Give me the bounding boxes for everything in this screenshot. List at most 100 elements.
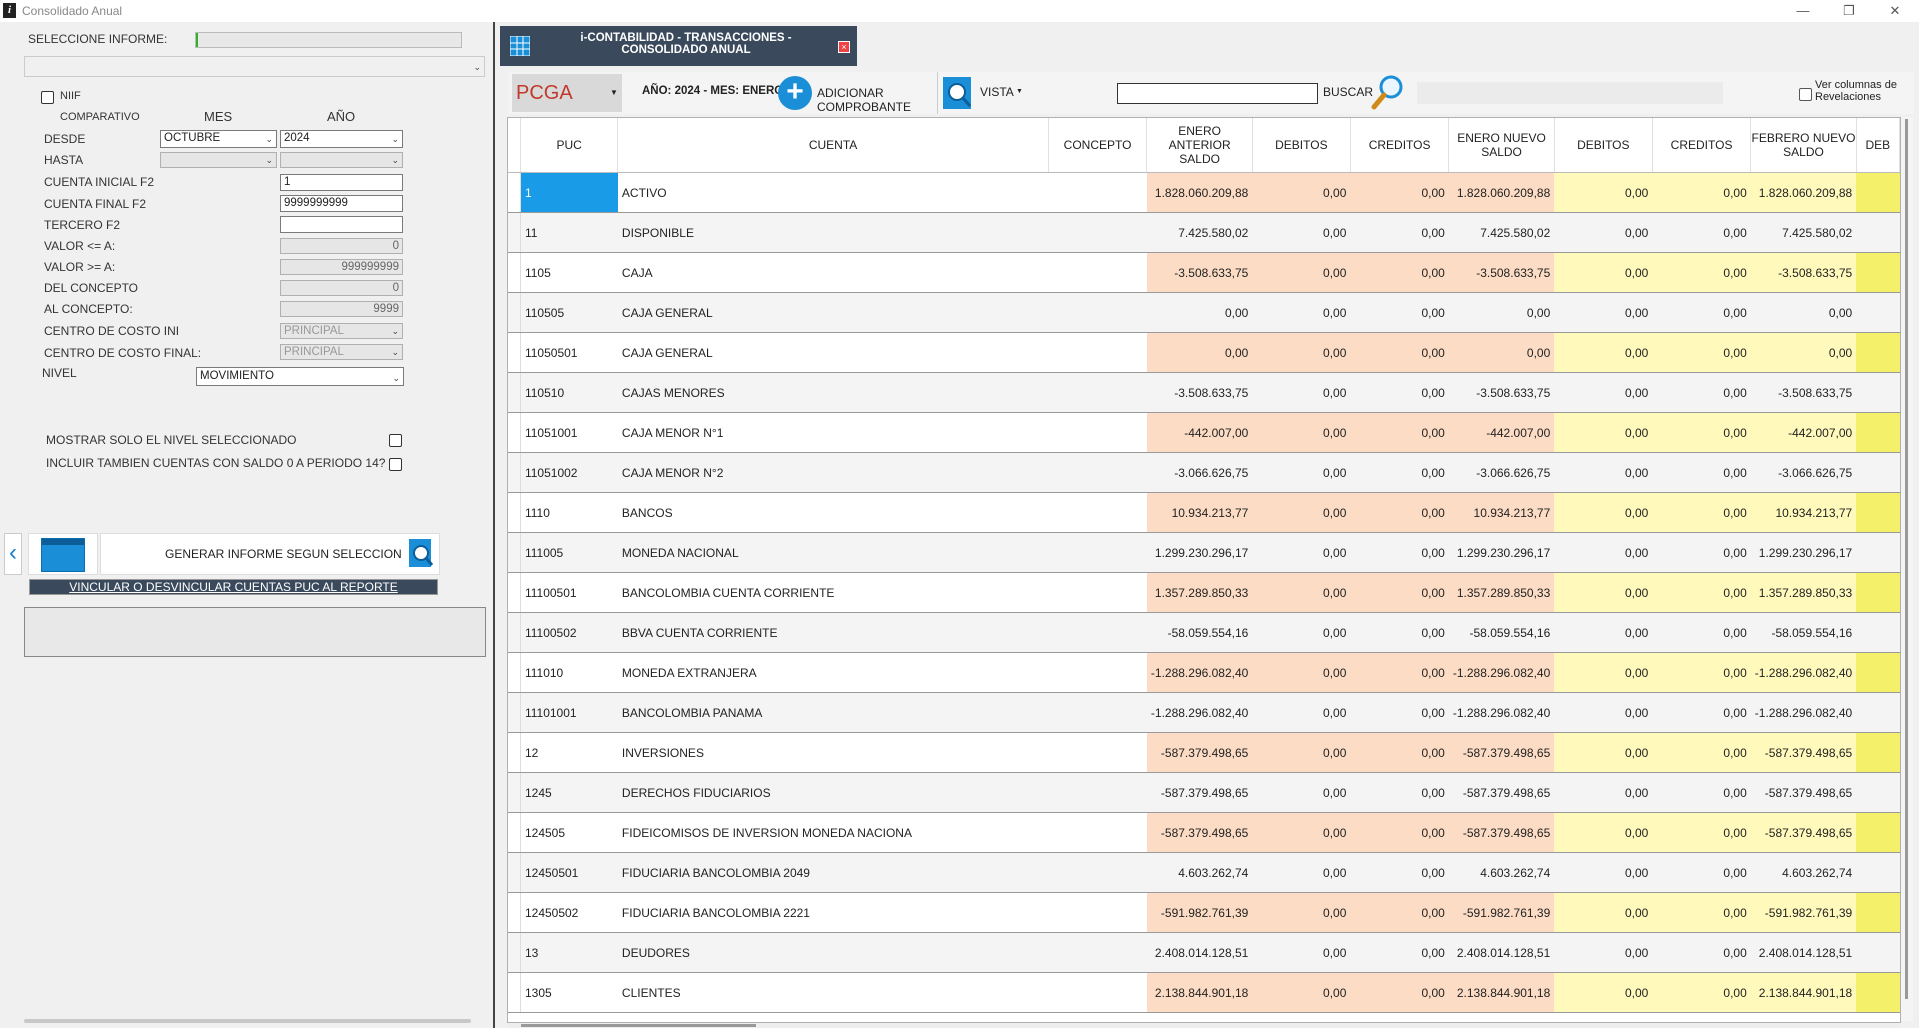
enero-nuevo-cell[interactable]: 0,00 — [1448, 292, 1555, 333]
grid-horizontal-scrollbar[interactable] — [507, 1023, 1899, 1028]
creditos-cell[interactable]: 0,00 — [1652, 412, 1751, 453]
puc-cell[interactable]: 124505 — [520, 812, 618, 853]
creditos-cell[interactable]: 0,00 — [1350, 572, 1449, 613]
table-row[interactable]: 11051001 CAJA MENOR N°1 -442.007,00 0,00 0,0… — [508, 412, 1900, 453]
creditos-cell[interactable]: 0,00 — [1652, 492, 1751, 533]
enero-anterior-cell[interactable]: 2.138.844.901,18 — [1146, 972, 1253, 1013]
debitos-cell[interactable] — [1856, 372, 1900, 413]
creditos-cell[interactable]: 0,00 — [1350, 732, 1449, 773]
debitos-cell[interactable]: 0,00 — [1554, 452, 1653, 493]
creditos-cell[interactable]: 0,00 — [1652, 892, 1751, 933]
creditos-cell[interactable]: 0,00 — [1652, 972, 1751, 1013]
nivel-select[interactable]: MOVIMIENTO ⌄ — [196, 367, 404, 386]
creditos-cell[interactable]: 0,00 — [1350, 892, 1449, 933]
debitos-cell[interactable]: 0,00 — [1252, 492, 1351, 533]
debitos-cell[interactable]: 0,00 — [1554, 212, 1653, 253]
creditos-cell[interactable]: 0,00 — [1350, 812, 1449, 853]
concepto-cell[interactable] — [1048, 212, 1147, 253]
enero-anterior-cell[interactable]: 1.299.230.296,17 — [1146, 532, 1253, 573]
debitos-cell[interactable] — [1856, 852, 1900, 893]
debitos-cell[interactable]: 0,00 — [1252, 812, 1351, 853]
puc-cell[interactable]: 11 — [520, 212, 618, 253]
vista-button[interactable]: VISTA ▼ — [942, 75, 1032, 111]
creditos-cell[interactable]: 0,00 — [1350, 612, 1449, 653]
table-row[interactable]: 1105 CAJA -3.508.633,75 0,00 0,00 -3.508.633,… — [508, 252, 1900, 293]
column-header[interactable]: FEBRERO NUEVO SALDO — [1750, 118, 1857, 173]
column-header[interactable]: DEBITOS — [1252, 118, 1351, 173]
creditos-cell[interactable]: 0,00 — [1652, 532, 1751, 573]
valor-menor-input[interactable]: 0 — [280, 238, 403, 254]
debitos-cell[interactable] — [1856, 172, 1900, 213]
cuenta-cell[interactable]: DISPONIBLE — [617, 212, 1049, 253]
febrero-nuevo-cell[interactable]: 2.408.014.128,51 — [1750, 932, 1857, 973]
column-header[interactable]: CREDITOS — [1652, 118, 1752, 173]
debitos-cell[interactable]: 0,00 — [1554, 972, 1653, 1013]
restore-icon[interactable]: ❐ — [1843, 3, 1855, 18]
concepto-cell[interactable] — [1048, 972, 1147, 1013]
collapse-arrow-icon[interactable]: ‹ — [4, 533, 22, 575]
concepto-cell[interactable] — [1048, 732, 1147, 773]
debitos-cell[interactable]: 0,00 — [1252, 972, 1351, 1013]
table-row[interactable]: 110505 CAJA GENERAL 0,00 0,00 0,00 0,00 0,00 0,… — [508, 292, 1900, 333]
enero-nuevo-cell[interactable]: -587.379.498,65 — [1448, 732, 1555, 773]
debitos-cell[interactable]: 0,00 — [1252, 932, 1351, 973]
enero-nuevo-cell[interactable]: -58.059.554,16 — [1448, 612, 1555, 653]
row-gutter[interactable] — [508, 852, 521, 893]
concepto-cell[interactable] — [1048, 772, 1147, 813]
debitos-cell[interactable] — [1856, 892, 1900, 933]
table-row[interactable]: 11101001 BANCOLOMBIA PANAMA -1.288.296.082… — [508, 692, 1900, 733]
febrero-nuevo-cell[interactable]: 1.828.060.209,88 — [1750, 172, 1857, 213]
debitos-cell[interactable] — [1856, 612, 1900, 653]
debitos-cell[interactable]: 0,00 — [1554, 332, 1653, 373]
febrero-nuevo-cell[interactable]: -58.059.554,16 — [1750, 612, 1857, 653]
enero-anterior-cell[interactable]: -58.059.554,16 — [1146, 612, 1253, 653]
del-concepto-input[interactable]: 0 — [280, 280, 403, 296]
debitos-cell[interactable]: 0,00 — [1554, 572, 1653, 613]
cuenta-cell[interactable]: CAJA GENERAL — [617, 332, 1049, 373]
debitos-cell[interactable]: 0,00 — [1554, 772, 1653, 813]
debitos-cell[interactable] — [1856, 532, 1900, 573]
debitos-cell[interactable]: 0,00 — [1554, 652, 1653, 693]
febrero-nuevo-cell[interactable]: 1.357.289.850,33 — [1750, 572, 1857, 613]
row-gutter[interactable] — [508, 812, 521, 853]
enero-anterior-cell[interactable]: -3.508.633,75 — [1146, 252, 1253, 293]
cuenta-inicial-input[interactable]: 1 — [280, 174, 403, 191]
enero-anterior-cell[interactable]: -3.066.626,75 — [1146, 452, 1253, 493]
hasta-anio-select[interactable]: ⌄ — [280, 152, 403, 168]
creditos-cell[interactable]: 0,00 — [1652, 612, 1751, 653]
debitos-cell[interactable] — [1856, 732, 1900, 773]
cuenta-cell[interactable]: DEUDORES — [617, 932, 1049, 973]
table-row[interactable]: 124505 FIDEICOMISOS DE INVERSION MONEDA N… — [508, 812, 1900, 853]
creditos-cell[interactable]: 0,00 — [1652, 292, 1751, 333]
debitos-cell[interactable]: 0,00 — [1554, 852, 1653, 893]
cuenta-cell[interactable]: CAJAS MENORES — [617, 372, 1049, 413]
enero-anterior-cell[interactable]: 0,00 — [1146, 292, 1253, 333]
enero-anterior-cell[interactable]: -587.379.498,65 — [1146, 772, 1253, 813]
creditos-cell[interactable]: 0,00 — [1652, 732, 1751, 773]
enero-anterior-cell[interactable]: 1.357.289.850,33 — [1146, 572, 1253, 613]
febrero-nuevo-cell[interactable]: -3.508.633,75 — [1750, 252, 1857, 293]
creditos-cell[interactable]: 0,00 — [1350, 212, 1449, 253]
febrero-nuevo-cell[interactable]: -3.508.633,75 — [1750, 372, 1857, 413]
febrero-nuevo-cell[interactable]: -1.288.296.082,40 — [1750, 652, 1857, 693]
puc-cell[interactable]: 11051001 — [520, 412, 618, 453]
febrero-nuevo-cell[interactable]: 10.934.213,77 — [1750, 492, 1857, 533]
debitos-cell[interactable] — [1856, 212, 1900, 253]
debitos-cell[interactable]: 0,00 — [1554, 692, 1653, 733]
creditos-cell[interactable]: 0,00 — [1652, 812, 1751, 853]
puc-cell[interactable]: 1105 — [520, 252, 618, 293]
creditos-cell[interactable]: 0,00 — [1652, 372, 1751, 413]
debitos-cell[interactable]: 0,00 — [1554, 532, 1653, 573]
puc-cell[interactable]: 11050501 — [520, 332, 618, 373]
enero-nuevo-cell[interactable]: 2.138.844.901,18 — [1448, 972, 1555, 1013]
febrero-nuevo-cell[interactable]: 7.425.580,02 — [1750, 212, 1857, 253]
debitos-cell[interactable] — [1856, 572, 1900, 613]
creditos-cell[interactable]: 0,00 — [1652, 932, 1751, 973]
debitos-cell[interactable] — [1856, 692, 1900, 733]
creditos-cell[interactable]: 0,00 — [1350, 652, 1449, 693]
concepto-cell[interactable] — [1048, 692, 1147, 733]
vscroll-thumb[interactable] — [1905, 119, 1908, 999]
column-header[interactable]: PUC — [520, 118, 619, 173]
puc-cell[interactable]: 11100501 — [520, 572, 618, 613]
enero-nuevo-cell[interactable]: 0,00 — [1448, 332, 1555, 373]
